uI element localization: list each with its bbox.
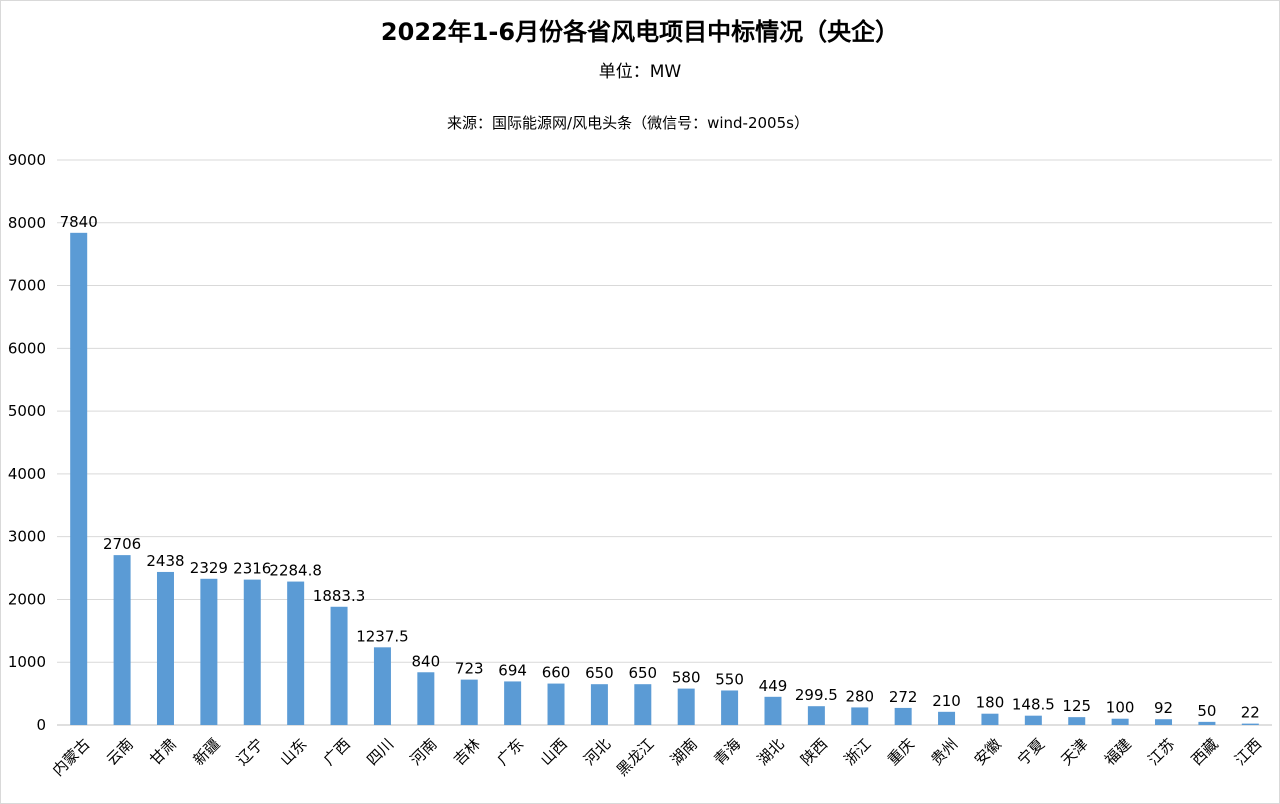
- x-tick-label: 内蒙古: [49, 735, 94, 780]
- data-label: 100: [1106, 699, 1135, 717]
- data-label: 1237.5: [356, 627, 409, 645]
- bar: [417, 672, 435, 725]
- bar: [200, 578, 218, 725]
- data-label: 280: [845, 687, 874, 705]
- data-label: 550: [715, 670, 744, 688]
- data-label: 7840: [60, 213, 98, 231]
- data-label: 210: [932, 692, 961, 710]
- chart-source: 来源：国际能源网/风电头条（微信号：wind-2005s）: [447, 114, 809, 132]
- bar: [330, 606, 348, 725]
- bar: [156, 571, 174, 725]
- x-tick-label: 陕西: [797, 735, 831, 769]
- bar: [938, 711, 956, 725]
- data-label: 299.5: [795, 686, 838, 704]
- data-label: 723: [455, 660, 484, 678]
- bar: [373, 647, 391, 725]
- x-tick-label: 山东: [276, 735, 310, 769]
- x-tick-label: 湖南: [667, 735, 701, 769]
- data-label: 1883.3: [313, 587, 366, 605]
- bar: [981, 713, 999, 725]
- x-tick-label: 广东: [493, 735, 527, 769]
- data-label: 272: [889, 688, 918, 706]
- y-tick-label: 9000: [8, 151, 46, 169]
- y-tick-label: 4000: [8, 465, 46, 483]
- y-tick-label: 5000: [8, 402, 46, 420]
- bar: [243, 579, 261, 725]
- x-tick-label: 天津: [1058, 735, 1092, 769]
- bar: [807, 706, 825, 725]
- x-tick-label: 甘肃: [146, 735, 180, 769]
- data-label: 840: [412, 652, 441, 670]
- x-tick-label: 新疆: [190, 735, 224, 769]
- bar: [1024, 715, 1042, 725]
- bar: [504, 681, 522, 725]
- bar: [894, 707, 912, 725]
- data-label: 660: [542, 664, 571, 682]
- bar: [1155, 719, 1173, 725]
- x-tick-label: 宁夏: [1014, 735, 1048, 769]
- bar: [113, 555, 131, 725]
- x-tick-label: 重庆: [884, 735, 918, 769]
- x-tick-label: 江西: [1231, 735, 1265, 769]
- x-tick-label: 四川: [363, 735, 397, 769]
- data-label: 92: [1154, 699, 1173, 717]
- x-tick-label: 青海: [710, 735, 744, 769]
- y-tick-label: 0: [36, 716, 46, 734]
- x-tick-label: 山西: [537, 735, 571, 769]
- chart-title: 2022年1-6月份各省风电项目中标情况（央企）: [380, 18, 900, 46]
- x-tick-label: 河北: [580, 735, 614, 769]
- x-tick-label: 西藏: [1188, 735, 1222, 769]
- x-tick-label: 浙江: [841, 735, 875, 769]
- bar: [1198, 721, 1216, 725]
- y-tick-label: 6000: [8, 339, 46, 357]
- data-label: 2438: [146, 552, 184, 570]
- bar: [460, 679, 478, 725]
- data-label: 650: [628, 664, 657, 682]
- x-tick-label: 湖北: [754, 735, 788, 769]
- x-tick-label: 辽宁: [233, 735, 267, 769]
- bar: [590, 684, 608, 725]
- x-tick-label: 云南: [103, 735, 137, 769]
- data-label: 449: [759, 677, 788, 695]
- x-tick-label: 黑龙江: [613, 735, 658, 780]
- data-label: 148.5: [1012, 696, 1055, 714]
- bar: [721, 690, 739, 725]
- data-label: 580: [672, 669, 701, 687]
- data-label: 50: [1197, 702, 1216, 720]
- bar: [287, 581, 305, 725]
- data-label: 22: [1241, 704, 1260, 722]
- bar: [1241, 723, 1259, 725]
- y-tick-label: 7000: [8, 277, 46, 295]
- x-tick-label: 江苏: [1144, 735, 1178, 769]
- data-label: 180: [976, 694, 1005, 712]
- chart-unit: 单位：MW: [598, 62, 682, 82]
- bar: [851, 707, 869, 725]
- data-label: 2284.8: [269, 562, 322, 580]
- data-label: 650: [585, 664, 614, 682]
- bar: [1068, 717, 1086, 725]
- x-tick-label: 吉林: [450, 735, 484, 769]
- x-tick-label: 河南: [407, 735, 441, 769]
- bar: [70, 232, 88, 726]
- x-tick-label: 福建: [1101, 735, 1135, 769]
- data-label: 694: [498, 661, 527, 679]
- bar: [547, 683, 565, 725]
- y-tick-label: 8000: [8, 214, 46, 232]
- bar: [1111, 718, 1129, 725]
- y-tick-label: 3000: [8, 528, 46, 546]
- y-tick-label: 1000: [8, 653, 46, 671]
- x-tick-label: 安徽: [971, 735, 1005, 769]
- bar: [764, 696, 782, 725]
- data-label: 2329: [190, 559, 228, 577]
- bar: [634, 684, 652, 725]
- y-tick-label: 2000: [8, 590, 46, 608]
- data-label: 2706: [103, 535, 141, 553]
- x-tick-label: 广西: [320, 735, 354, 769]
- data-label: 125: [1062, 697, 1091, 715]
- x-tick-label: 贵州: [927, 735, 961, 769]
- data-label: 2316: [233, 560, 271, 578]
- bar: [677, 688, 695, 725]
